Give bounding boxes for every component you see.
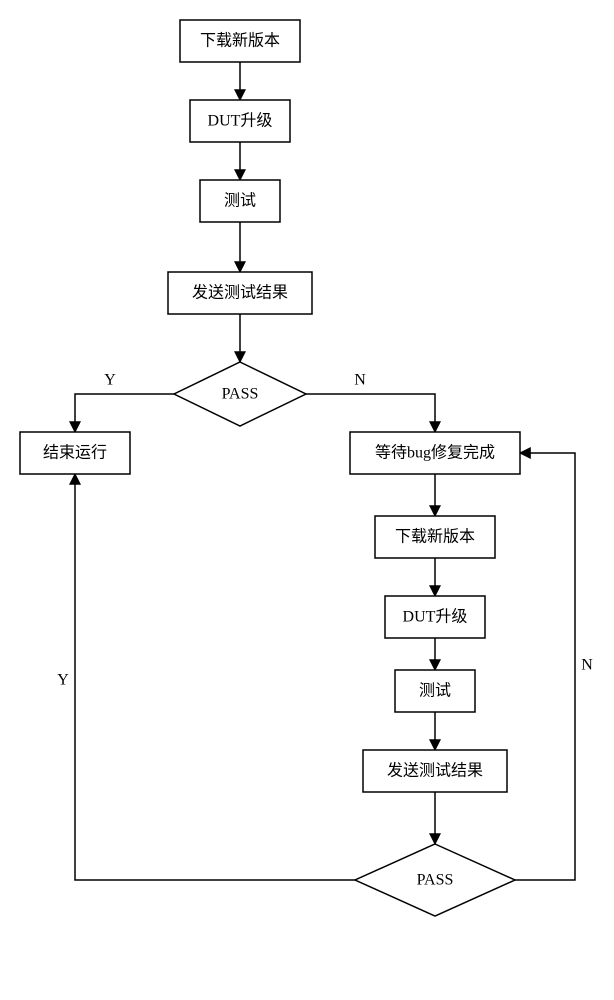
node-label: 测试 (419, 682, 451, 700)
node-d2: PASS (355, 844, 515, 916)
edge-label: N (581, 657, 593, 674)
node-n7: 下载新版本 (375, 516, 495, 558)
edge-label: N (354, 372, 366, 389)
node-label: 发送测试结果 (192, 284, 288, 302)
node-n2: DUT升级 (190, 100, 290, 142)
edge: d1 (306, 394, 435, 432)
node-label: 结束运行 (43, 444, 107, 462)
node-n10: 发送测试结果 (363, 750, 507, 792)
node-label: 下载新版本 (395, 528, 475, 546)
node-n8: DUT升级 (385, 596, 485, 638)
node-label: DUT升级 (403, 608, 468, 626)
nodes-layer: 下载新版本DUT升级测试发送测试结果PASS结束运行等待bug修复完成下载新版本… (20, 20, 520, 916)
node-n6: 等待bug修复完成 (350, 432, 520, 474)
flowchart-canvas: n1n2n3n4d1Yd1Nn6n7n8n9n10d2Nd2Y下载新版本DUT升… (0, 0, 614, 1000)
node-label: DUT升级 (208, 112, 273, 130)
node-n9: 测试 (395, 670, 475, 712)
edge: d2 (515, 453, 575, 880)
node-d1: PASS (174, 362, 306, 426)
edge: d2 (75, 474, 355, 880)
edge-label: Y (57, 672, 69, 689)
node-label: PASS (222, 386, 259, 403)
node-label: 下载新版本 (200, 32, 280, 50)
node-label: 测试 (224, 192, 256, 210)
node-label: 发送测试结果 (387, 762, 483, 780)
node-n5: 结束运行 (20, 432, 130, 474)
edge-label: Y (104, 372, 116, 389)
node-n3: 测试 (200, 180, 280, 222)
node-label: PASS (417, 872, 454, 889)
node-n4: 发送测试结果 (168, 272, 312, 314)
node-label: 等待bug修复完成 (375, 444, 495, 462)
edge: d1 (75, 394, 174, 432)
node-n1: 下载新版本 (180, 20, 300, 62)
